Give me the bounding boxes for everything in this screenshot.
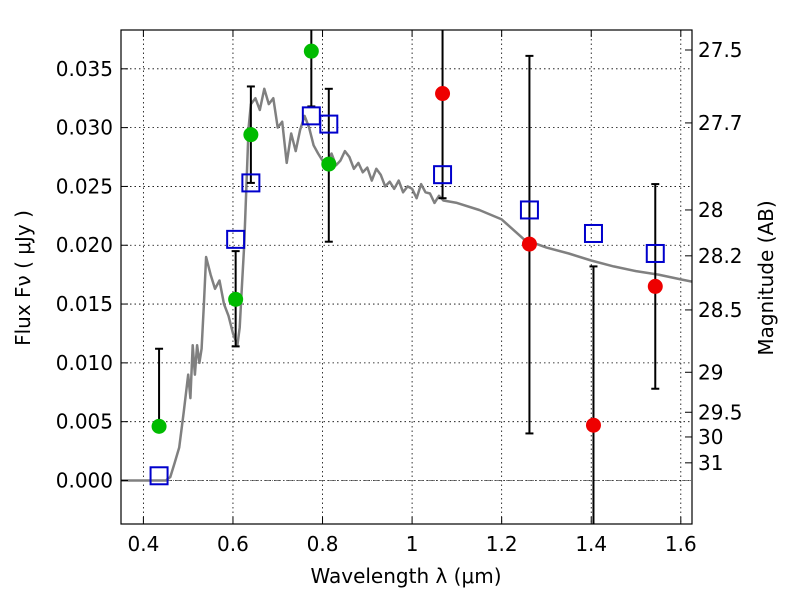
detections-point-3 bbox=[303, 43, 319, 59]
model-spectrum-layer bbox=[121, 87, 692, 482]
right-tick-label-4: 28.5 bbox=[698, 298, 743, 322]
x-tick-label-2: 0.8 bbox=[307, 532, 339, 556]
upper-limits-errorbar-0 bbox=[438, 30, 447, 200]
y-tick-label-2: 0.010 bbox=[56, 351, 113, 375]
right-tick-label-2: 28 bbox=[698, 198, 723, 222]
right-axis-label: Magnitude (AB) bbox=[754, 200, 778, 355]
x-tick-label-3: 1 bbox=[406, 532, 419, 556]
upper-limits-point-0 bbox=[435, 86, 451, 102]
model-photometry-point-0 bbox=[149, 466, 169, 486]
right-tick-label-6: 29.5 bbox=[698, 400, 743, 424]
model-photometry-point-2 bbox=[241, 173, 261, 193]
model-photometry-point-1 bbox=[226, 229, 246, 249]
upper-limits-point-1 bbox=[521, 236, 537, 252]
y-tick-label-1: 0.005 bbox=[56, 410, 113, 434]
model-photometry-point-8 bbox=[645, 243, 665, 263]
x-tick-label-5: 1.4 bbox=[575, 532, 607, 556]
right-tick-label-5: 29 bbox=[698, 360, 723, 384]
model-spectrum-line bbox=[121, 87, 692, 482]
right-tick-label-8: 31 bbox=[698, 451, 723, 475]
detections-point-0 bbox=[151, 418, 167, 434]
x-tick-label-4: 1.2 bbox=[486, 532, 518, 556]
y-tick-label-6: 0.030 bbox=[56, 116, 113, 140]
x-axis-label: Wavelength λ (μm) bbox=[310, 564, 501, 588]
detections-point-4 bbox=[321, 156, 337, 172]
upper-limits-errorbar-2 bbox=[589, 265, 598, 524]
y-tick-label-5: 0.025 bbox=[56, 174, 113, 198]
detections-point-2 bbox=[243, 127, 259, 143]
upper-limits-point-3 bbox=[647, 278, 663, 294]
model-photometry-point-6 bbox=[519, 200, 539, 220]
right-tick-label-3: 28.2 bbox=[698, 244, 743, 268]
detections-point-1 bbox=[228, 291, 244, 307]
y-tick-label-0: 0.000 bbox=[56, 468, 113, 492]
upper-limits-point-2 bbox=[585, 417, 601, 433]
model-photometry-point-4 bbox=[319, 114, 339, 134]
y-tick-label-4: 0.020 bbox=[56, 233, 113, 257]
y-tick-label-3: 0.015 bbox=[56, 292, 113, 316]
tick-layer: 0.4 0.6 0.8 1 1.2 1.4 1.6 0.000 0.005 0.010 0.015 0… bbox=[56, 30, 743, 556]
model-photometry-point-5 bbox=[433, 165, 453, 185]
plot-frame bbox=[120, 29, 693, 525]
x-tick-label-1: 0.6 bbox=[217, 532, 249, 556]
model-photometry-point-7 bbox=[583, 223, 603, 243]
x-tick-label-0: 0.4 bbox=[127, 532, 159, 556]
y-tick-label-7: 0.035 bbox=[56, 57, 113, 81]
marker-layer bbox=[149, 43, 665, 486]
y-axis-label: Flux Fν ( μJy ) bbox=[11, 210, 35, 346]
detections-errorbar-0 bbox=[155, 347, 164, 428]
right-tick-label-0: 27.5 bbox=[698, 38, 743, 62]
grid-layer bbox=[121, 30, 692, 524]
errorbar-layer bbox=[155, 30, 660, 524]
right-tick-label-1: 27.7 bbox=[698, 111, 743, 135]
right-tick-label-7: 30 bbox=[698, 425, 723, 449]
x-tick-label-6: 1.6 bbox=[665, 532, 697, 556]
